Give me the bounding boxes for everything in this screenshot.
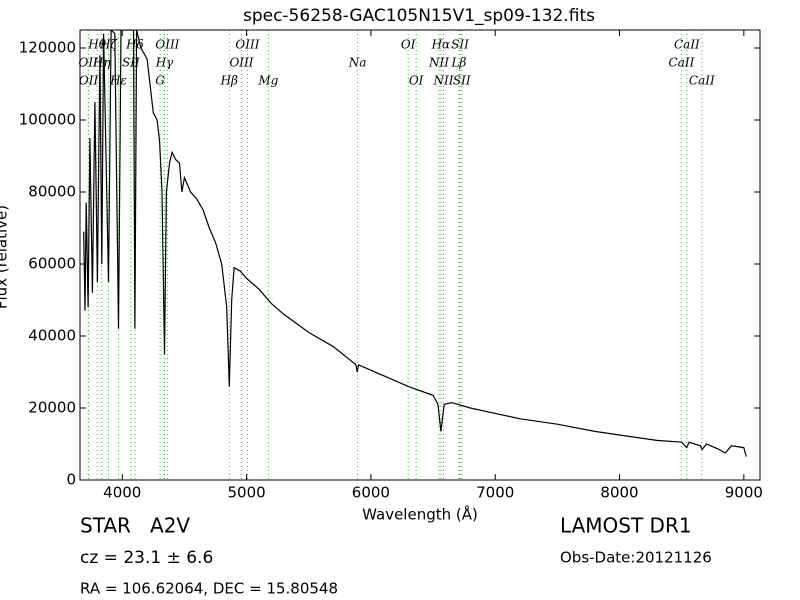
spectral-line-label: SII: [453, 74, 471, 88]
y-tick-label: 0: [66, 471, 76, 489]
spectral-line-label: OII: [79, 74, 99, 88]
x-tick-label: 4000: [103, 484, 141, 502]
spectral-line-label: G: [155, 74, 165, 88]
x-tick-label: 9000: [725, 484, 763, 502]
spectral-line-label: OI: [401, 38, 416, 52]
x-tick-label: 8000: [600, 484, 638, 502]
y-axis-label: Flux (relative): [0, 205, 11, 309]
spectral-line-label: SII: [122, 56, 140, 70]
y-tick-label: 60000: [28, 255, 76, 273]
spectral-line-label: SII: [451, 38, 469, 52]
y-tick-label: 40000: [28, 327, 76, 345]
survey: LAMOST DR1: [560, 514, 692, 538]
spectral-line-label: Hα: [431, 38, 451, 52]
spectral-line-label: Lβ: [450, 56, 466, 70]
spectrum: [83, 30, 747, 457]
spectral-line-label: NII: [428, 56, 449, 70]
x-tick-label: 5000: [227, 484, 265, 502]
spectral-line-label: Hγ: [155, 56, 174, 70]
spectral-line-label: Hδ: [125, 38, 144, 52]
spectral-line-label: NII: [433, 74, 454, 88]
spectral-line-label: OIII: [229, 56, 253, 70]
spectral-line-label: Hη: [92, 56, 111, 70]
spectral-line-label: Hβ: [220, 74, 238, 88]
spectral-line-label: OI: [409, 74, 424, 88]
spectral-line-label: Hθ: [87, 38, 106, 52]
spectral-line-label: Mg: [257, 74, 278, 88]
plot-frame: [79, 29, 761, 481]
x-tick-label: 6000: [352, 484, 390, 502]
x-tick-label: 7000: [476, 484, 514, 502]
y-tick-label: 120000: [19, 39, 76, 57]
obs-date: Obs-Date:20121126: [560, 549, 712, 567]
spectral-line-label: CaII: [674, 38, 700, 52]
coords: RA = 106.62064, DEC = 15.80548: [80, 580, 338, 598]
x-axis-label: Wavelength (Å): [362, 505, 478, 524]
spectral-line-label: OIII: [235, 38, 259, 52]
redshift: cz = 23.1 ± 6.6: [80, 548, 213, 568]
chart-title: spec-56258-GAC105N15V1_sp09-132.fits: [243, 6, 595, 26]
spectral-line-label: CaII: [689, 74, 715, 88]
y-tick-label: 20000: [28, 399, 76, 417]
y-tick-label: 100000: [19, 111, 76, 129]
spectral-line-label: CaII: [669, 56, 695, 70]
spectral-line-label: Hε: [109, 74, 127, 88]
spectral-line-label: Na: [348, 56, 367, 70]
spectral-line-label: OIII: [155, 38, 179, 52]
y-tick-label: 80000: [28, 183, 76, 201]
object-class: STAR A2V: [80, 514, 190, 538]
